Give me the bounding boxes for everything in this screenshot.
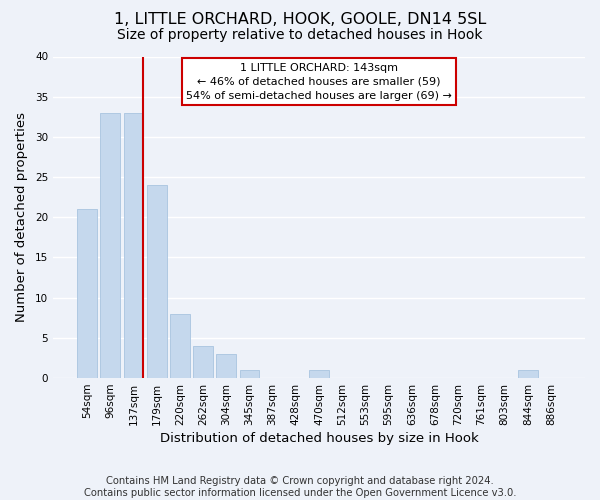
Bar <box>124 113 143 378</box>
Text: 1, LITTLE ORCHARD, HOOK, GOOLE, DN14 5SL: 1, LITTLE ORCHARD, HOOK, GOOLE, DN14 5SL <box>114 12 486 28</box>
Text: Contains HM Land Registry data © Crown copyright and database right 2024.
Contai: Contains HM Land Registry data © Crown c… <box>84 476 516 498</box>
Text: 1 LITTLE ORCHARD: 143sqm
← 46% of detached houses are smaller (59)
54% of semi-d: 1 LITTLE ORCHARD: 143sqm ← 46% of detach… <box>186 63 452 101</box>
Bar <box>217 354 236 378</box>
X-axis label: Distribution of detached houses by size in Hook: Distribution of detached houses by size … <box>160 432 478 445</box>
Bar <box>147 185 167 378</box>
Bar <box>309 370 329 378</box>
Bar <box>239 370 259 378</box>
Bar <box>170 314 190 378</box>
Text: Size of property relative to detached houses in Hook: Size of property relative to detached ho… <box>117 28 483 42</box>
Bar <box>100 113 120 378</box>
Bar <box>77 209 97 378</box>
Y-axis label: Number of detached properties: Number of detached properties <box>15 112 28 322</box>
Bar <box>518 370 538 378</box>
Bar <box>193 346 213 378</box>
